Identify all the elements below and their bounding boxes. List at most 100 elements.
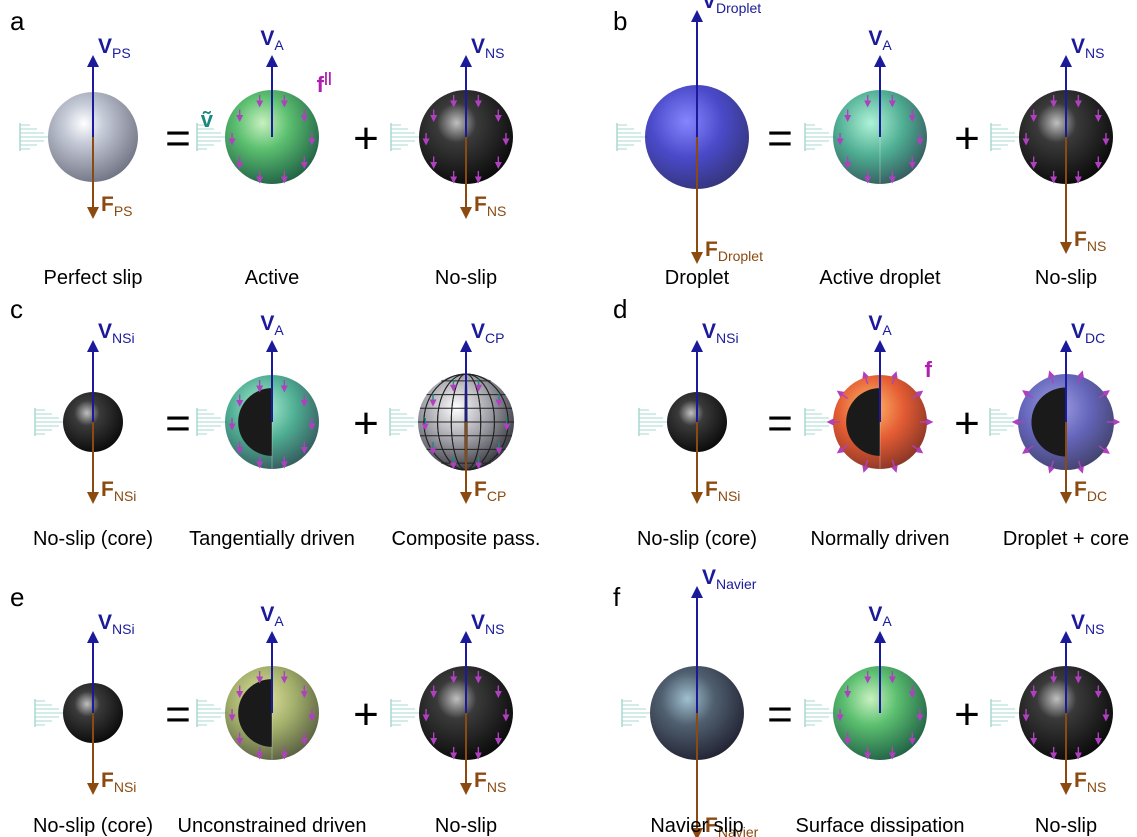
sphere-group (390, 90, 513, 184)
force-subscript: PS (114, 203, 133, 219)
slip-velocity-label: ṽ (201, 107, 214, 132)
velocity-subscript: A (882, 322, 892, 338)
velocity-subscript: CP (485, 330, 504, 346)
equals-sign: = (767, 399, 793, 448)
sphere-group (989, 370, 1121, 474)
force-subscript: NS (487, 203, 506, 219)
force-label: FNavier (705, 814, 759, 837)
surface-arrow (911, 444, 924, 454)
velocity-symbol: V (1071, 320, 1085, 343)
caption: No-slip (core) (33, 815, 153, 837)
force-symbol: F (705, 814, 718, 837)
inner-core (238, 679, 272, 747)
inner-core (846, 388, 880, 456)
velocity-subscript: PS (112, 45, 131, 61)
surface-arrow (891, 371, 898, 385)
force-label: FPS (101, 193, 133, 219)
surface-arrow (1098, 390, 1110, 399)
caption: No-slip (core) (637, 528, 757, 550)
velocity-subscript: DC (1085, 330, 1105, 346)
velocity-subscript: A (882, 37, 892, 53)
force-label: FNSi (101, 769, 136, 795)
sphere-group (196, 90, 319, 184)
plus-sign: + (353, 114, 379, 163)
velocity-subscript: NSi (716, 330, 739, 346)
sphere-group (196, 375, 319, 469)
equals-sign: = (165, 399, 191, 448)
caption: Droplet + core (1003, 528, 1129, 550)
inner-core (1031, 387, 1066, 457)
plus-sign: + (954, 114, 980, 163)
velocity-symbol: V (868, 603, 882, 626)
force-density-symbol: f (317, 72, 325, 97)
velocity-symbol: V (98, 35, 112, 58)
sphere-group (390, 666, 513, 760)
force-subscript: NSi (718, 488, 741, 504)
force-symbol: F (705, 478, 718, 501)
velocity-label: VNSi (98, 320, 135, 346)
surface-arrow (1022, 390, 1034, 399)
surface-arrow (1048, 370, 1055, 384)
force-symbol: F (101, 478, 114, 501)
velocity-label: VDroplet (702, 0, 761, 16)
panel-letter: f (613, 582, 621, 612)
plus-sign: + (353, 690, 379, 739)
velocity-label: VNSi (98, 611, 135, 637)
surface-arrow (862, 459, 869, 473)
velocity-subscript: A (882, 613, 892, 629)
plus-sign: + (954, 690, 980, 739)
sphere-group (804, 90, 927, 184)
velocity-subscript: Navier (716, 576, 757, 592)
force-label: FNS (1074, 228, 1106, 254)
force-subscript: NSi (114, 488, 137, 504)
force-density-label: f (925, 357, 933, 382)
force-label: FCP (474, 478, 506, 504)
sphere-group (804, 371, 934, 473)
velocity-subscript: NSi (112, 330, 135, 346)
velocity-symbol: V (260, 312, 274, 335)
velocity-subscript: A (274, 613, 284, 629)
force-symbol: F (474, 193, 487, 216)
sphere-group (804, 666, 927, 760)
surface-arrow (1098, 445, 1110, 454)
velocity-subscript: NS (485, 45, 504, 61)
velocity-label: VA (260, 27, 284, 53)
velocity-symbol: V (702, 0, 716, 13)
caption: Unconstrained driven (178, 815, 367, 837)
velocity-symbol: V (471, 35, 485, 58)
velocity-label: VA (868, 27, 892, 53)
velocity-label: VA (868, 603, 892, 629)
force-symbol: F (1074, 769, 1087, 792)
force-subscript: NSi (114, 779, 137, 795)
velocity-label: VNS (1071, 611, 1104, 637)
caption: No-slip (435, 267, 497, 289)
velocity-label: VA (260, 603, 284, 629)
panel-letter: a (10, 6, 25, 36)
sphere-group (990, 666, 1113, 760)
force-subscript: Navier (718, 824, 759, 837)
velocity-symbol: V (868, 27, 882, 50)
force-symbol: F (1074, 478, 1087, 501)
caption: Surface dissipation (796, 815, 965, 837)
force-symbol: F (474, 769, 487, 792)
velocity-subscript: NS (485, 621, 504, 637)
equals-sign: = (165, 114, 191, 163)
force-subscript: NS (1087, 779, 1106, 795)
panel-letter: d (613, 294, 627, 324)
surface-arrow (1077, 460, 1084, 474)
caption: Tangentially driven (189, 528, 355, 550)
caption: Perfect slip (44, 267, 143, 289)
surface-arrow (1048, 460, 1055, 474)
sphere-group (34, 392, 123, 452)
force-subscript: NS (487, 779, 506, 795)
caption: Composite pass. (392, 528, 541, 550)
velocity-label: VA (868, 312, 892, 338)
velocity-symbol: V (702, 320, 716, 343)
force-density-sup: || (324, 69, 332, 85)
force-symbol: F (101, 193, 114, 216)
force-subscript: NS (1087, 238, 1106, 254)
velocity-subscript: A (274, 37, 284, 53)
velocity-label: VDC (1071, 320, 1105, 346)
force-density-symbol: f (925, 357, 933, 382)
velocity-subscript: NS (1085, 45, 1104, 61)
